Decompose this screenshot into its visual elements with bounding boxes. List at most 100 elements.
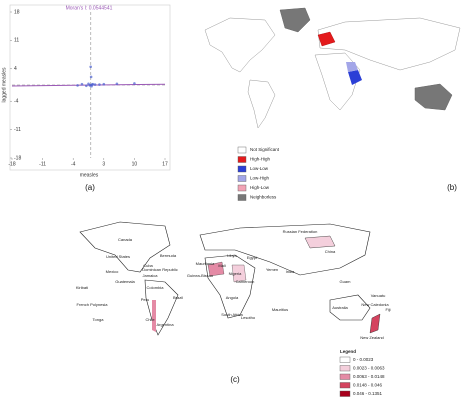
point (133, 82, 136, 85)
legend-label: High-High (250, 157, 271, 162)
point (85, 84, 88, 88)
country-label: Kiribati (76, 285, 88, 290)
point (98, 83, 101, 86)
x-tick-label: -18 (8, 161, 15, 167)
africa-low-high (346, 62, 358, 72)
regression-line (11, 83, 166, 87)
country-label: Canada (118, 237, 133, 242)
y-axis-label: lagged measles (1, 67, 7, 103)
point (76, 84, 79, 87)
legend-swatch (339, 390, 351, 397)
country-label: Mali (218, 263, 225, 268)
x-tick-label: -4 (71, 161, 76, 167)
eurasia (317, 17, 461, 71)
x-tick-label: 17 (162, 161, 168, 167)
australia (329, 294, 371, 321)
country-label: United States (106, 254, 130, 259)
country-label: Jamaica (143, 273, 159, 278)
country-label: Argentina (156, 322, 174, 327)
legend-label: Neighborless (250, 195, 277, 200)
panel-label: (a) (85, 183, 95, 192)
africa-low-low (348, 70, 362, 85)
legend-swatch (237, 175, 247, 182)
legend-swatch (339, 356, 351, 363)
panel-label: (b) (447, 183, 457, 192)
legend-swatch (237, 146, 247, 154)
panel-a-frame (9, 4, 171, 171)
country-label: Mauritius (272, 307, 288, 312)
country-label: Fiji (385, 307, 390, 312)
map-c (79, 221, 381, 336)
country-label: Vanuatu (371, 293, 386, 298)
country-label: Bermuda (160, 253, 177, 258)
point (93, 83, 97, 86)
legend-label: 0.0148 - 0.046 (353, 383, 383, 388)
country-label: New Zealand (360, 335, 384, 340)
legend-swatch (237, 194, 247, 201)
country-label: South Africa (221, 312, 243, 317)
legend-label: Not Significant (250, 147, 280, 152)
x-axis-label: measles (80, 172, 99, 178)
legend-label: 0.046 - 0.1351 (353, 391, 383, 396)
point (115, 82, 119, 86)
panel-label: (c) (230, 375, 240, 384)
country-label: Nigeria (229, 271, 242, 276)
country-label: India (286, 269, 295, 274)
legend-title: Legend (340, 349, 356, 354)
greenland (279, 7, 311, 33)
point (102, 82, 106, 86)
legend-swatch (339, 382, 351, 389)
country-label: Guinea-Bissau (187, 273, 213, 278)
point (90, 84, 93, 88)
mongolia (304, 235, 336, 249)
y-tick-label: -4 (14, 99, 19, 105)
country-label: Chile (145, 317, 155, 322)
legend-swatch (237, 165, 247, 173)
legend-swatch (339, 373, 351, 380)
legend-label: 0.0023 - 0.0063 (353, 366, 385, 371)
country-label: Russian Federation (283, 229, 318, 234)
country-label: Dominican Republic (142, 267, 178, 272)
chile (152, 300, 156, 332)
country-label: Brazil (173, 295, 183, 300)
x-tick-label: 3 (102, 161, 105, 167)
x-tick-label: -11 (39, 161, 46, 167)
europe-high-high (317, 31, 336, 47)
country-label: Cuba (143, 263, 153, 268)
country-label: Cameroon (236, 279, 255, 284)
country-label: Libya (227, 253, 237, 258)
legend-label: High-Low (250, 185, 270, 190)
chart-title: Moran's I: 0.0544541 (66, 5, 113, 11)
x-tick-label: 10 (132, 161, 138, 167)
australia (414, 83, 453, 111)
legend-label: 0 - 0.0023 (353, 357, 374, 362)
country-label: New Caledonia (361, 302, 389, 307)
south-america (247, 79, 276, 129)
country-label: China (325, 249, 336, 254)
central-africa (231, 264, 247, 283)
y-tick-label: 4 (14, 66, 17, 72)
y-tick-label: -11 (14, 127, 21, 133)
country-label: Egypt (247, 255, 258, 260)
point (89, 75, 93, 79)
point (89, 65, 92, 69)
new-zealand (369, 313, 381, 334)
country-label: Mexico (106, 269, 119, 274)
legend-swatch (339, 365, 351, 372)
point (87, 82, 90, 86)
y-tick-label: 11 (14, 38, 19, 44)
legend-swatch (237, 156, 247, 163)
country-label: Colombia (147, 285, 165, 290)
legend-swatch (237, 184, 247, 192)
country-label: Angola (226, 295, 239, 300)
country-label: Tonga (93, 317, 105, 322)
country-label: Australia (332, 305, 348, 310)
country-label: French Polynesia (77, 302, 109, 307)
country-label: Guatemala (115, 279, 135, 284)
point (80, 82, 84, 86)
north-america (79, 221, 171, 273)
legend-label: 0.0063 - 0.0148 (353, 374, 385, 379)
country-label: Lesotho (241, 315, 256, 320)
point (91, 82, 95, 86)
